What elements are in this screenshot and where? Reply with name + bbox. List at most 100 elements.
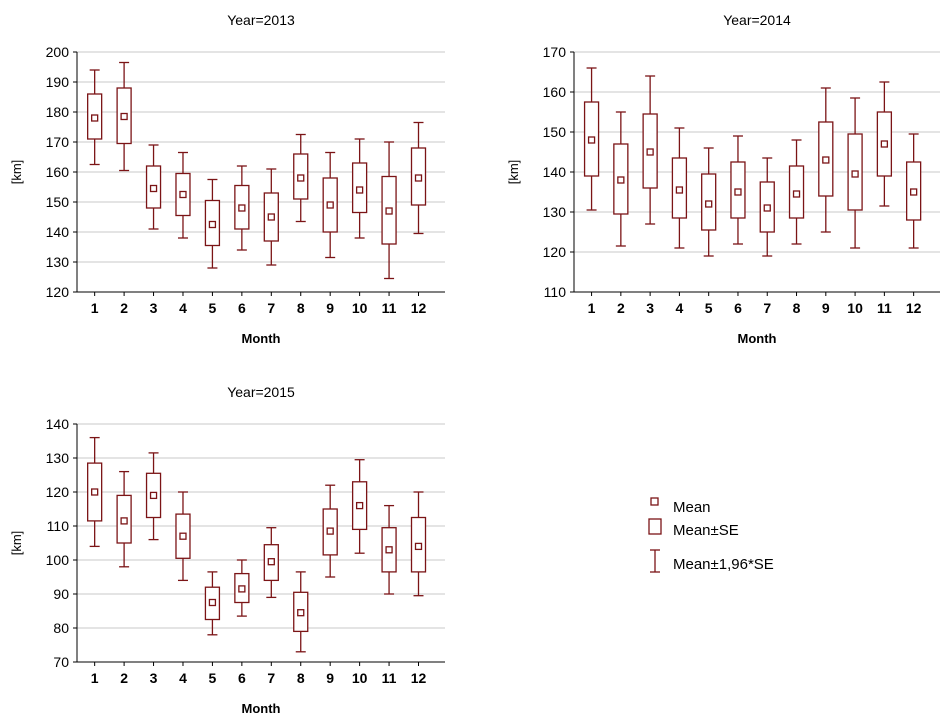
x-tick-label: 2 <box>120 300 128 316</box>
mean-marker <box>385 546 393 554</box>
box-month-1 <box>583 67 600 211</box>
x-tick-label: 3 <box>150 670 158 686</box>
x-tick-label: 5 <box>209 670 217 686</box>
mean-marker <box>617 176 625 184</box>
box-month-6 <box>730 135 746 245</box>
box-month-4 <box>175 151 191 239</box>
y-tick-label: 180 <box>46 104 70 120</box>
chart-title: Year=2013 <box>227 12 295 28</box>
mean-marker <box>763 204 771 212</box>
x-tick-label: 3 <box>646 300 654 316</box>
box-month-7 <box>759 157 775 257</box>
mean-marker <box>822 156 830 164</box>
x-axis-label: Month <box>242 331 281 346</box>
mean-marker <box>120 517 128 525</box>
box-month-9 <box>322 151 338 259</box>
box-month-3 <box>145 144 162 230</box>
x-tick-label: 3 <box>150 300 158 316</box>
mean-marker <box>414 174 423 182</box>
y-tick-label: 130 <box>46 450 70 466</box>
x-tick-label: 7 <box>267 670 275 686</box>
y-tick-label: 110 <box>544 284 567 300</box>
x-axis-label: Month <box>242 701 281 716</box>
mean-marker <box>208 220 217 229</box>
x-tick-label: 8 <box>297 670 305 686</box>
mean-marker <box>179 190 187 199</box>
box-month-10 <box>351 459 368 554</box>
legend-ci-marker <box>650 549 660 573</box>
box-month-12 <box>410 121 427 235</box>
y-tick-label: 80 <box>53 620 69 636</box>
x-tick-label: 10 <box>352 670 368 686</box>
box-month-11 <box>381 504 397 595</box>
x-tick-label: 9 <box>326 670 334 686</box>
chart-title: Year=2015 <box>227 384 295 400</box>
x-tick-label: 8 <box>297 300 305 316</box>
mean-marker <box>385 207 393 215</box>
mean-marker <box>120 112 128 121</box>
x-tick-label: 4 <box>179 300 187 316</box>
box-month-7 <box>263 168 279 266</box>
x-tick-label: 6 <box>734 300 742 316</box>
mean-marker <box>91 488 99 496</box>
y-tick-label: 120 <box>46 284 70 300</box>
x-tick-label: 11 <box>382 670 397 686</box>
mean-marker <box>851 170 859 178</box>
mean-marker <box>149 184 158 193</box>
y-tick-label: 190 <box>46 74 70 90</box>
box-month-10 <box>351 138 368 239</box>
y-tick-label: 110 <box>47 518 70 534</box>
y-tick-label: 70 <box>53 654 69 670</box>
mean-marker <box>267 558 275 566</box>
x-tick-label: 1 <box>91 670 99 686</box>
y-tick-label: 120 <box>543 244 567 260</box>
y-tick-label: 90 <box>53 586 69 602</box>
mean-marker <box>179 532 187 540</box>
y-tick-label: 120 <box>46 484 70 500</box>
x-axis-label: Month <box>738 331 777 346</box>
legend-mean-marker <box>650 497 659 506</box>
y-tick-label: 140 <box>46 416 70 432</box>
legend: Mean Mean±SE Mean±1,96*SE <box>648 497 774 573</box>
box-month-11 <box>381 141 397 280</box>
x-tick-label: 12 <box>411 670 427 686</box>
mean-marker <box>149 491 158 500</box>
x-tick-label: 2 <box>120 670 128 686</box>
box-month-7 <box>263 527 279 599</box>
mean-marker <box>208 598 217 607</box>
mean-marker <box>734 188 742 196</box>
mean-marker <box>267 213 275 221</box>
y-tick-label: 150 <box>543 124 567 140</box>
y-tick-label: 100 <box>46 552 70 568</box>
mean-marker <box>355 501 364 510</box>
box-month-8 <box>293 133 309 223</box>
box-month-5 <box>701 147 717 257</box>
box-month-12 <box>410 491 427 597</box>
mean-marker <box>705 200 713 208</box>
box-month-8 <box>293 571 309 653</box>
mean-marker <box>880 140 889 148</box>
x-tick-label: 2 <box>617 300 625 316</box>
box-month-11 <box>876 81 893 207</box>
y-tick-label: 170 <box>543 44 567 60</box>
x-tick-label: 11 <box>877 300 892 316</box>
y-tick-label: 170 <box>46 134 70 150</box>
x-tick-label: 6 <box>238 670 246 686</box>
x-tick-label: 11 <box>382 300 397 316</box>
legend-ci-label: Mean±1,96*SE <box>673 556 774 573</box>
x-tick-label: 4 <box>676 300 684 316</box>
box-month-2 <box>116 470 132 568</box>
chart-title: Year=2014 <box>723 12 791 28</box>
box-month-1 <box>87 436 103 548</box>
y-axis-label: [km] <box>9 160 24 185</box>
mean-marker <box>238 204 246 212</box>
y-tick-label: 160 <box>543 84 567 100</box>
mean-marker <box>587 136 596 144</box>
box-month-4 <box>671 127 688 249</box>
mean-marker <box>355 186 364 194</box>
box-month-4 <box>175 491 191 582</box>
